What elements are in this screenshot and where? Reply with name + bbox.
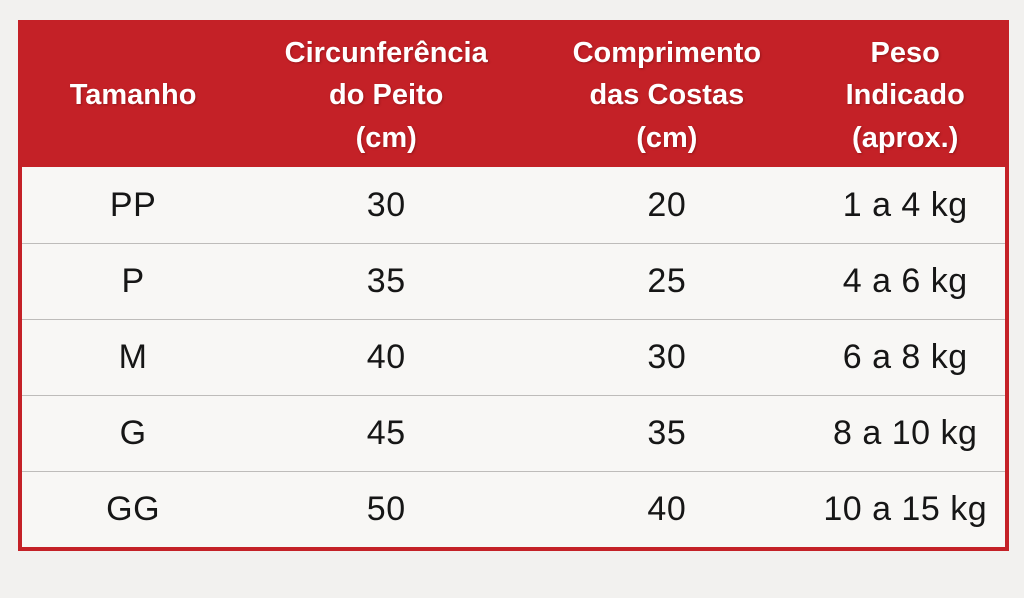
size-chart-table: Tamanho Circunferência do Peito (cm) Com…: [18, 20, 1009, 551]
column-header-size: Tamanho: [69, 79, 197, 112]
cell-back: 25: [647, 262, 687, 300]
cell-chest: 35: [366, 262, 406, 300]
column-header-chest: Circunferência do Peito (cm): [284, 37, 488, 154]
cell-chest: 50: [366, 490, 406, 528]
cell-weight: 10 a 15 kg: [823, 490, 988, 528]
cell-size: GG: [106, 490, 161, 528]
cell-back: 30: [647, 338, 687, 376]
table-body: PP 30 20 1 a 4 kg P 35 25 4 a 6 kg M 40 …: [22, 167, 1005, 547]
table-row-m: M 40 30 6 a 8 kg: [22, 319, 1005, 395]
cell-weight: 8 a 10 kg: [833, 414, 978, 452]
table-row-pp: PP 30 20 1 a 4 kg: [22, 167, 1005, 243]
cell-chest: 30: [366, 185, 406, 224]
cell-size: PP: [109, 185, 157, 224]
column-header-weight: Peso Indicado (aprox.): [845, 37, 965, 154]
cell-chest: 45: [366, 414, 406, 452]
column-header-back: Comprimento das Costas (cm): [572, 37, 762, 154]
cell-weight: 4 a 6 kg: [842, 262, 968, 300]
table-header-row: Tamanho Circunferência do Peito (cm) Com…: [18, 24, 1009, 167]
cell-size: M: [118, 338, 148, 376]
cell-weight: 1 a 4 kg: [842, 185, 968, 224]
table-row-g: G 45 35 8 a 10 kg: [22, 395, 1005, 471]
cell-size: G: [119, 414, 147, 452]
cell-back: 20: [647, 185, 687, 224]
cell-chest: 40: [366, 338, 406, 376]
cell-size: P: [121, 262, 145, 300]
table-row-p: P 35 25 4 a 6 kg: [22, 243, 1005, 319]
cell-back: 40: [647, 490, 687, 528]
cell-weight: 6 a 8 kg: [842, 338, 968, 376]
table-row-gg: GG 50 40 10 a 15 kg: [22, 471, 1005, 547]
cell-back: 35: [647, 414, 687, 452]
